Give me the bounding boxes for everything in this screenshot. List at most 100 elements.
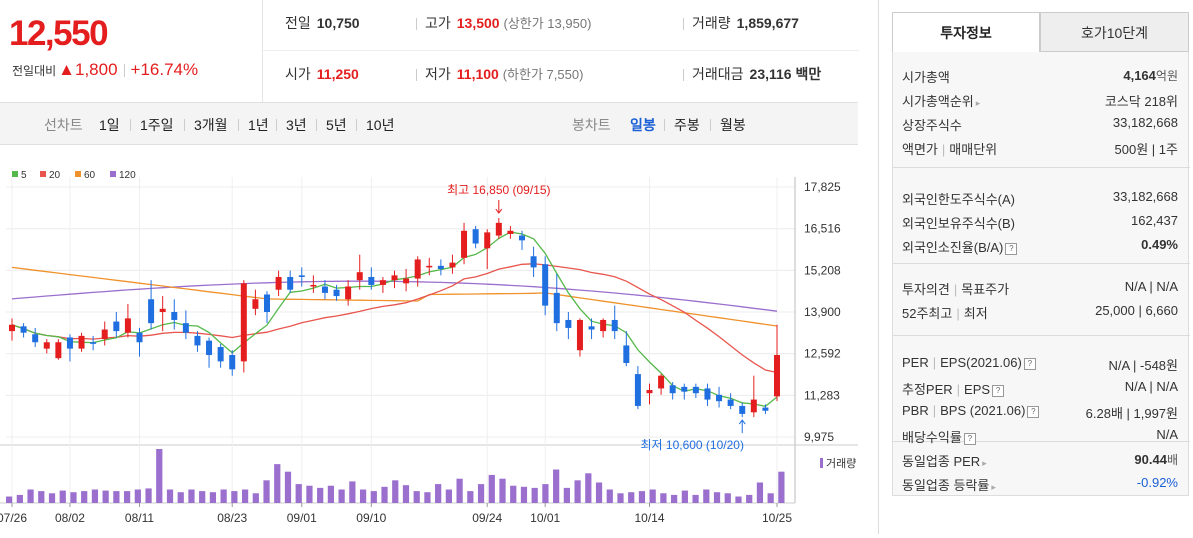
row-opinion-target: 투자의견 | 목표주가 N/A | N/A [902, 279, 1178, 297]
volume-bar [542, 484, 549, 503]
row-per-eps: PER | EPS(2021.06)? N/A | -548원 [902, 355, 1178, 373]
candle-body [716, 394, 723, 402]
candle-body [403, 278, 410, 284]
volume-bar [38, 491, 45, 503]
candle-body [217, 347, 224, 362]
period-1w[interactable]: 1주일 [140, 117, 174, 133]
volume-bar [413, 491, 420, 503]
volume-bar [156, 449, 163, 503]
period-5y[interactable]: 5년 [326, 117, 347, 133]
candle-body [611, 319, 618, 332]
volume-bar [91, 489, 99, 503]
candle-body [124, 318, 131, 333]
volume-bar [220, 489, 227, 503]
down-arrow-icon [495, 200, 503, 214]
volume-bar [338, 489, 345, 503]
volume-bar [274, 464, 281, 503]
candle-body [762, 407, 769, 411]
change-percent: +16.74% [130, 60, 199, 79]
price-stats: 전일 10,750 고가 13,500 (상한가 13,950) 거래량 1,859,… [262, 0, 859, 102]
volume-bar [671, 494, 678, 503]
volume-bar [145, 488, 152, 503]
legend-120: 120 [119, 170, 136, 181]
volume-bar [392, 480, 399, 503]
open-price: 시가 11,250 [285, 66, 359, 82]
volume-bar [381, 486, 388, 503]
x-tick-label: 09/24 [472, 511, 502, 525]
volume-bar [241, 489, 249, 503]
candle-body [449, 262, 456, 268]
candle-daily[interactable]: 일봉 [630, 117, 656, 133]
row-sector-per[interactable]: 동일업종 PER ▸ 90.44배 [902, 452, 1178, 469]
y-tick-label: 13,900 [804, 305, 841, 319]
x-tick-label: 10/01 [530, 511, 560, 525]
period-1y[interactable]: 1년 [248, 117, 269, 133]
candle-body [43, 342, 50, 349]
help-icon[interactable]: ? [1027, 405, 1040, 418]
candle-body [264, 294, 270, 312]
candle-body [310, 284, 317, 287]
volume-bar [746, 494, 753, 503]
period-1d[interactable]: 1일 [99, 117, 120, 133]
y-tick-label: 17,825 [804, 180, 841, 194]
row-foreign-hold: 외국인보유주식수(B) 162,437 [902, 213, 1178, 231]
help-icon[interactable]: ? [992, 384, 1005, 397]
tab-invest-info[interactable]: 투자정보 [892, 12, 1040, 52]
candle-weekly[interactable]: 주봉 [674, 117, 700, 133]
row-dividend: 배당수익률? N/A [902, 427, 1178, 445]
stock-main: 12,550 전일대비 ▲1,800 +16.74% 전일 10,750 고가 13,5… [0, 0, 859, 534]
tab-quote-10[interactable]: 호가10단계 [1040, 12, 1189, 52]
candle-body [229, 354, 236, 370]
help-icon[interactable]: ? [963, 432, 976, 445]
period-3m[interactable]: 3개월 [194, 117, 228, 133]
candle-body [55, 342, 62, 359]
candle-body [704, 388, 711, 400]
candle-body [9, 324, 15, 332]
candle-body [623, 345, 630, 363]
candle-body [321, 286, 328, 293]
volume-bar [660, 493, 667, 503]
volume-bar [123, 491, 131, 503]
row-sector-change[interactable]: 동일업종 등락률 ▸ -0.92% [902, 475, 1178, 493]
legend-5: 5 [21, 170, 27, 181]
candle-body [658, 375, 665, 389]
volume-bar [488, 474, 495, 503]
candle-body [356, 272, 363, 281]
row-cap-rank[interactable]: 시가총액순위 ▸ 코스닥 218위 [902, 94, 1178, 109]
candle-body [298, 275, 305, 277]
candle-body [507, 230, 514, 234]
volume-bar [767, 493, 774, 503]
candle-body [333, 289, 340, 297]
period-3y[interactable]: 3년 [286, 117, 307, 133]
volume-bar [70, 492, 77, 503]
trade-amount: 거래대금 23,116 백만 [683, 64, 821, 84]
volume-bar [199, 491, 206, 503]
candle-body [461, 230, 468, 258]
high-price: 고가 13,500 (상한가 13,950) [416, 13, 591, 33]
volume-bar [370, 491, 377, 503]
volume-bar [306, 485, 313, 503]
change-amount: 1,800 [75, 60, 118, 79]
volume-bar [424, 492, 431, 503]
low-annotation: 최저 10,600 (10/20) [640, 438, 743, 452]
legend-60: 60 [84, 170, 96, 181]
volume-bar [59, 490, 66, 503]
volume-bar [327, 485, 335, 503]
candle-body [240, 283, 247, 362]
row-est-per: 추정PER | EPS? N/A | N/A [902, 379, 1178, 397]
up-arrow-icon [738, 419, 746, 434]
volume: 거래량 1,859,677 [683, 13, 799, 33]
price-chart: 5 20 60 120 17,825 16,516 15,208 13,900 12,592 11… [0, 145, 858, 534]
x-tick-label: 09/10 [356, 511, 386, 525]
candle-monthly[interactable]: 월봉 [720, 117, 746, 133]
candle-body [681, 386, 688, 392]
volume-bar [606, 489, 613, 503]
help-icon[interactable]: ? [1023, 357, 1036, 370]
candle-body [159, 308, 166, 312]
candle-body [646, 390, 653, 394]
help-icon[interactable]: ? [1005, 242, 1018, 255]
period-10y[interactable]: 10년 [366, 117, 395, 133]
volume-legend-swatch [820, 458, 823, 468]
y-tick-label: 9,975 [804, 430, 834, 444]
x-tick-label: 07/26 [0, 511, 27, 525]
